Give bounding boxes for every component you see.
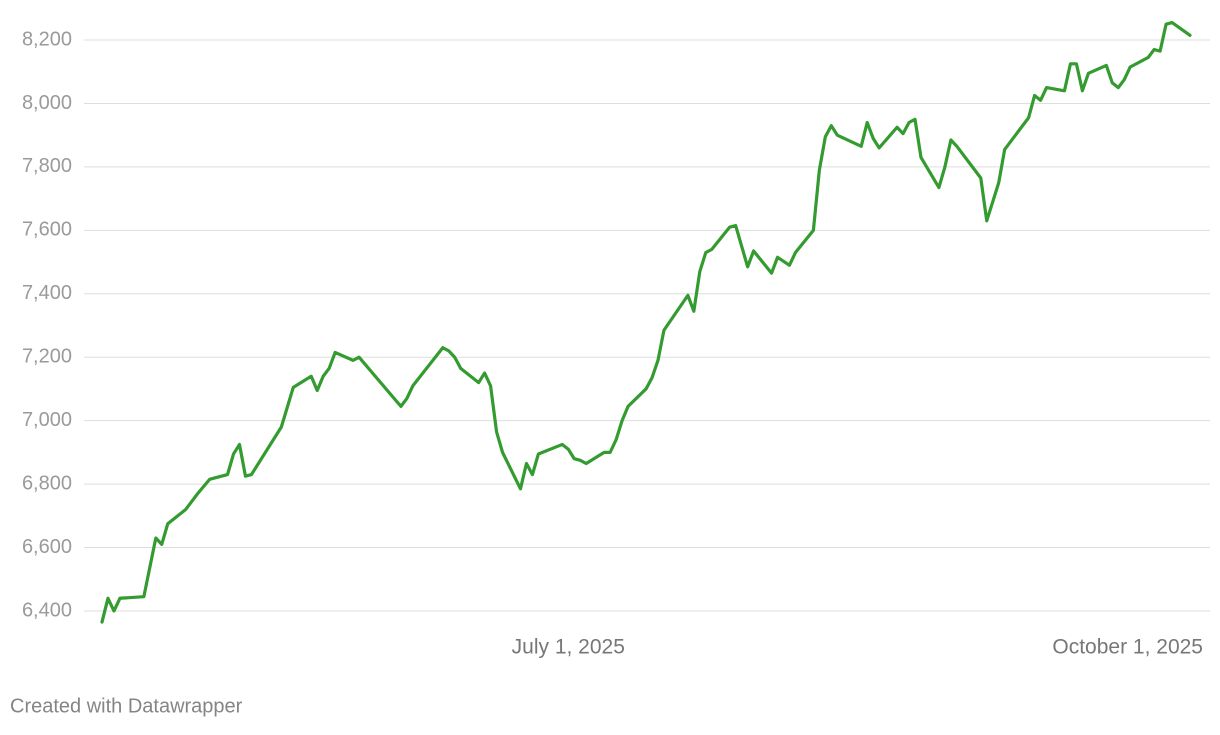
credit: Created with Datawrapper <box>10 695 243 717</box>
data-line <box>100 20 1192 624</box>
y-tick-label: 6,600 <box>22 536 72 558</box>
y-tick-label: 8,000 <box>22 92 72 114</box>
y-tick-label: 7,800 <box>22 155 72 177</box>
y-tick-label: 7,200 <box>22 346 72 368</box>
y-tick-label: 8,200 <box>22 28 72 50</box>
y-tick-label: 6,800 <box>22 472 72 494</box>
y-tick-label: 6,400 <box>22 599 72 621</box>
y-tick-label: 7,000 <box>22 409 72 431</box>
x-tick-label: July 1, 2025 <box>512 636 625 659</box>
y-tick-label: 7,600 <box>22 219 72 241</box>
x-tick-label: October 1, 2025 <box>1052 636 1203 659</box>
y-tick-label: 7,400 <box>22 282 72 304</box>
